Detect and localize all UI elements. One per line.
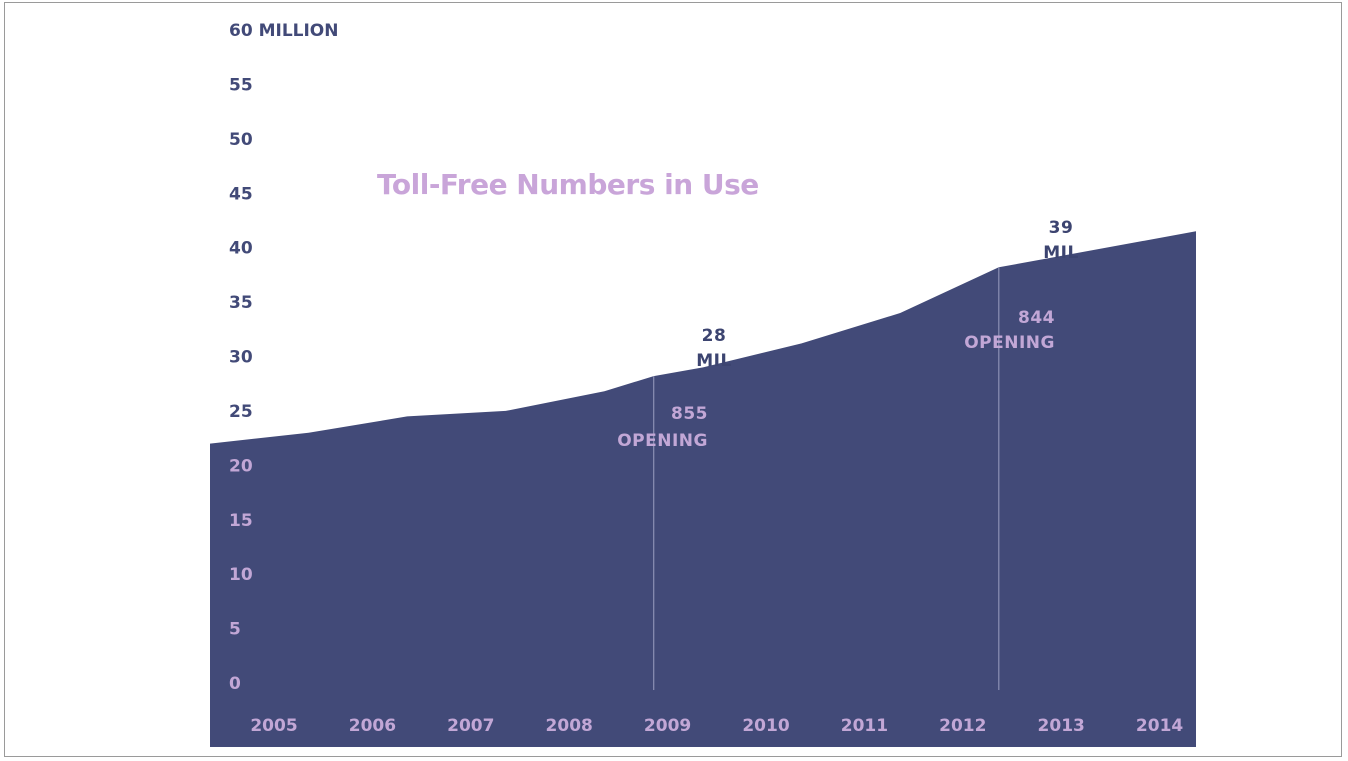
annotation-event-2-code: 844 (1018, 308, 1055, 328)
y-tick-label-35: 35 (229, 293, 253, 313)
x-tick-label-2007: 2007 (447, 716, 494, 736)
annotation-value-1-unit: MIL (696, 351, 732, 371)
y-tick-label-50: 50 (229, 130, 253, 150)
y-tick-label-20: 20 (229, 456, 253, 476)
x-tick-label-2005: 2005 (250, 716, 297, 736)
x-tick-label-2012: 2012 (939, 716, 986, 736)
y-tick-label-0: 0 (229, 674, 241, 694)
y-tick-label-5: 5 (229, 620, 241, 640)
x-tick-label-2006: 2006 (349, 716, 396, 736)
y-tick-label-10: 10 (229, 565, 253, 585)
annotation-value-1-number: 28 (702, 326, 727, 346)
y-tick-label-30: 30 (229, 348, 253, 368)
y-tick-label-25: 25 (229, 402, 253, 422)
x-tick-label-2013: 2013 (1038, 716, 1085, 736)
x-tick-label-2008: 2008 (546, 716, 593, 736)
area-series (210, 231, 1196, 748)
y-tick-label-55: 55 (229, 75, 253, 95)
y-tick-label-45: 45 (229, 184, 253, 204)
y-tick-label-60: 60 MILLION (229, 21, 339, 41)
annotation-event-2-label: OPENING (964, 333, 1055, 353)
y-tick-label-15: 15 (229, 511, 253, 531)
x-tick-label-2010: 2010 (742, 716, 789, 736)
annotation-event-1-code: 855 (671, 404, 708, 424)
annotation-value-2-unit: MIL (1043, 243, 1079, 263)
x-tick-label-2014: 2014 (1136, 716, 1183, 736)
x-tick-label-2011: 2011 (841, 716, 888, 736)
x-tick-label-2009: 2009 (644, 716, 691, 736)
annotation-event-1-label: OPENING (617, 431, 708, 451)
y-tick-label-40: 40 (229, 239, 253, 259)
chart-title: Toll-Free Numbers in Use (377, 168, 759, 201)
annotation-value-2-number: 39 (1049, 218, 1074, 238)
